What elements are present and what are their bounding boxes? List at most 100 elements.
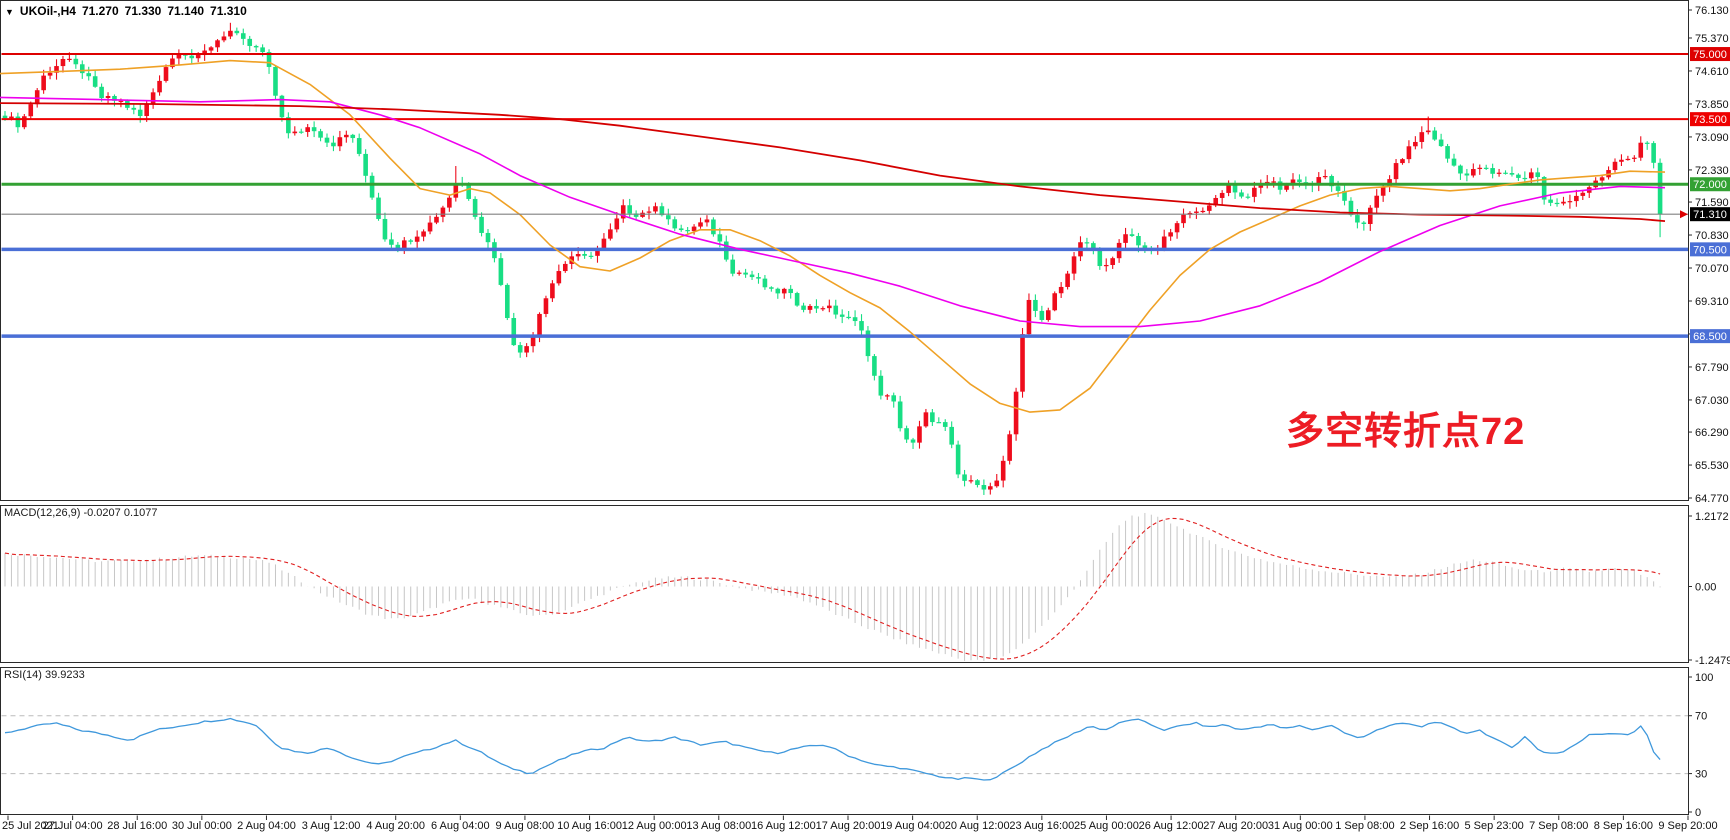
collapse-arrow-icon[interactable]: ▼ — [5, 7, 14, 17]
candle-body — [1374, 195, 1380, 208]
time-tick-label: 6 Aug 04:00 — [431, 820, 490, 832]
candle-body — [47, 72, 53, 76]
candle-body — [137, 109, 143, 117]
candle-body — [633, 213, 639, 217]
candle-body — [54, 66, 59, 73]
candle-body — [395, 244, 401, 250]
candle-body — [994, 480, 1000, 487]
candle-body — [794, 293, 800, 306]
candle-body — [1252, 187, 1257, 197]
candle-body — [1625, 158, 1631, 161]
candle-body — [775, 288, 781, 294]
candle-body — [189, 55, 195, 59]
candle-body — [350, 134, 356, 139]
ma-fast-line — [0, 59, 1666, 413]
candle-body — [704, 219, 710, 223]
candle-body — [1271, 181, 1276, 183]
candle-body — [1258, 185, 1264, 188]
price-tick-label: 76.130 — [1695, 5, 1729, 17]
candle-body — [910, 439, 916, 443]
candle-body — [653, 206, 658, 212]
candle-body — [517, 345, 523, 353]
candle-body — [1380, 186, 1386, 196]
time-tick-label: 10 Aug 16:00 — [557, 820, 622, 832]
level-68.500-badge-label: 68.500 — [1693, 331, 1727, 343]
horizontal-levels — [1, 53, 1688, 338]
candle-body — [511, 318, 517, 346]
candle-body — [1097, 249, 1103, 267]
candle-body — [22, 116, 27, 128]
candle-body — [543, 298, 549, 314]
candle-body — [1000, 460, 1006, 481]
candle-body — [1297, 179, 1302, 183]
candle-body — [1503, 172, 1508, 174]
level-70.500-badge — [1690, 242, 1730, 257]
time-tick-label: 19 Aug 04:00 — [880, 820, 945, 832]
candle-body — [968, 480, 974, 482]
rsi-tick-label: 100 — [1695, 672, 1713, 684]
candle-body — [666, 215, 671, 220]
candle-body — [1438, 139, 1444, 147]
price-tick-label: 69.310 — [1695, 296, 1729, 308]
price-tick-label: 71.590 — [1695, 197, 1729, 209]
price-tick-label: 70.070 — [1695, 263, 1729, 275]
candle-body — [421, 231, 426, 237]
candle-body — [2, 115, 8, 119]
candle-body — [331, 142, 336, 147]
candle-body — [60, 59, 66, 67]
candle-body — [839, 314, 845, 317]
panel-divider-macd[interactable] — [0, 501, 1688, 505]
candle-body — [1445, 146, 1450, 159]
time-tick-label: 2 Aug 04:00 — [237, 820, 296, 832]
rsi-tick-label: 30 — [1695, 769, 1707, 781]
price-axis[interactable]: 76.130 75.370 74.610 73.850 73.090 72.330 71.5… — [1680, 5, 1730, 819]
candle-body — [1194, 211, 1199, 213]
candle-body — [1142, 245, 1148, 249]
rsi-indicator-label: RSI(14) 39.9233 — [4, 669, 85, 681]
candle-body — [1541, 177, 1547, 200]
candle-body — [1219, 192, 1225, 198]
candle-body — [498, 258, 504, 285]
candle-body — [1535, 172, 1541, 178]
candle-body — [208, 47, 214, 51]
candle-body — [614, 218, 620, 230]
candle-body — [1020, 334, 1025, 392]
time-tick-label: 16 Aug 12:00 — [751, 820, 816, 832]
candle-body — [646, 211, 652, 213]
panel-divider-rsi[interactable] — [0, 663, 1688, 667]
candle-body — [859, 321, 864, 331]
candle-body — [324, 137, 330, 143]
candle-body — [1432, 130, 1437, 140]
current-price-badge — [1690, 207, 1730, 222]
ohlc-low: 71.140 — [167, 4, 205, 18]
candle-body — [975, 480, 980, 486]
candle-body — [891, 395, 897, 402]
time-tick-label: 7 Sep 08:00 — [1529, 820, 1588, 832]
candle-body — [1657, 162, 1663, 215]
current-price-arrow-icon — [1680, 210, 1688, 219]
candle-body — [1490, 168, 1495, 174]
candle-body — [1355, 215, 1360, 223]
macd-tick-label: 0.00 — [1695, 582, 1716, 594]
candle-body — [363, 153, 368, 176]
candle-body — [67, 58, 72, 61]
candle-body — [820, 308, 826, 310]
candle-body — [807, 305, 813, 310]
level-75.000-badge-label: 75.000 — [1693, 49, 1727, 61]
macd-signal-line — [4, 517, 1661, 660]
candle-body — [1123, 234, 1128, 243]
candle-body — [620, 205, 626, 219]
candle-body — [144, 104, 149, 117]
candle-body — [582, 253, 587, 256]
candle-body — [717, 234, 723, 242]
candle-body — [691, 226, 697, 232]
candle-body — [1548, 199, 1553, 203]
candle-body — [163, 67, 169, 81]
time-tick-label: 2 Sep 16:00 — [1400, 820, 1459, 832]
candle-body — [440, 207, 446, 217]
price-tick-label: 73.850 — [1695, 99, 1729, 111]
candle-body — [1200, 210, 1206, 213]
